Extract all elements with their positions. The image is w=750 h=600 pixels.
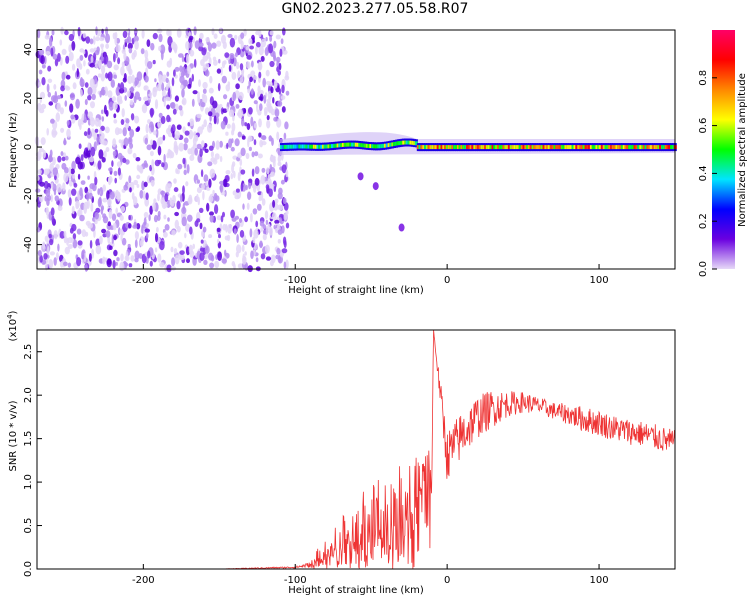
spectrogram-y-ticks: -40 -20 0 20 40 xyxy=(23,43,42,253)
colorbar-ticks: 0.0 0.2 0.4 0.6 0.8 xyxy=(698,70,717,277)
snr-frame xyxy=(36,329,676,570)
spectrogram-x-ticks: -200 -100 0 100 xyxy=(132,264,609,286)
snr-y-multiplier: (x104) xyxy=(6,310,19,341)
noise-region xyxy=(34,26,290,273)
snr-y-multiplier-base: (x10 xyxy=(8,319,19,342)
snr-y-tick-label: 1.5 xyxy=(23,431,34,447)
snr-y-label: SNR (10 * v/v) xyxy=(8,400,19,471)
colorbar-tick-label: 0.2 xyxy=(698,213,709,229)
snr-y-tick-label: 1.0 xyxy=(23,474,34,490)
colorbar-tick-label: 0.4 xyxy=(698,165,709,181)
colorbar-tick-label: 0.0 xyxy=(698,261,709,277)
snr-y-tick-label: 2.0 xyxy=(23,387,34,403)
snr-x-tick-label: 100 xyxy=(590,575,609,586)
spectrogram-x-tick-label: -100 xyxy=(284,275,307,286)
spectrogram-y-tick-label: -20 xyxy=(23,188,34,204)
snr-x-tick-label: -200 xyxy=(132,575,155,586)
snr-y-ticks: 0.0 0.5 1.0 1.5 2.0 2.5 xyxy=(23,344,42,577)
spectrogram-x-label: Height of straight line (km) xyxy=(288,285,424,296)
spectrogram-frame xyxy=(36,29,676,270)
snr-y-tick-label: 0.0 xyxy=(23,561,34,577)
snr-y-tick-label: 0.5 xyxy=(23,518,34,534)
colorbar-label: Normalized spectral amplitude xyxy=(737,73,748,227)
spectrogram-y-label: Frequency (Hz) xyxy=(8,112,19,188)
snr-x-tick-label: -100 xyxy=(284,575,307,586)
colorbar-gradient xyxy=(712,30,735,269)
colorbar: 0.0 0.2 0.4 0.6 0.8 Normalized spectral ampl… xyxy=(698,30,748,277)
colorbar-tick-label: 0.6 xyxy=(698,118,709,134)
snr-x-ticks: -200 -100 0 100 xyxy=(132,564,609,586)
signal-band xyxy=(280,132,677,232)
spectrogram-y-tick-label: 40 xyxy=(23,43,34,56)
snr-y-tick-label: 2.5 xyxy=(23,344,34,360)
spectrogram-y-tick-label: 20 xyxy=(23,92,34,105)
spectrogram-y-tick-label: 0 xyxy=(23,144,34,150)
figure-title: GN02.2023.277.05.58.R07 xyxy=(281,1,469,17)
spectrogram-x-tick-label: 100 xyxy=(590,275,609,286)
snr-y-multiplier-exponent: 4 xyxy=(6,314,14,319)
snr-y-multiplier-close: ) xyxy=(8,310,19,314)
spectrogram-y-tick-label: -40 xyxy=(23,236,34,252)
snr-panel: -200 -100 0 100 0.0 0.5 1.0 1.5 2.0 2.5 Height o… xyxy=(6,310,676,596)
spectrogram-x-tick-label: 0 xyxy=(444,275,450,286)
spectrogram-x-tick-label: -200 xyxy=(132,275,155,286)
snr-x-tick-label: 0 xyxy=(444,575,450,586)
snr-x-label: Height of straight line (km) xyxy=(288,585,424,596)
colorbar-tick-label: 0.8 xyxy=(698,70,709,86)
